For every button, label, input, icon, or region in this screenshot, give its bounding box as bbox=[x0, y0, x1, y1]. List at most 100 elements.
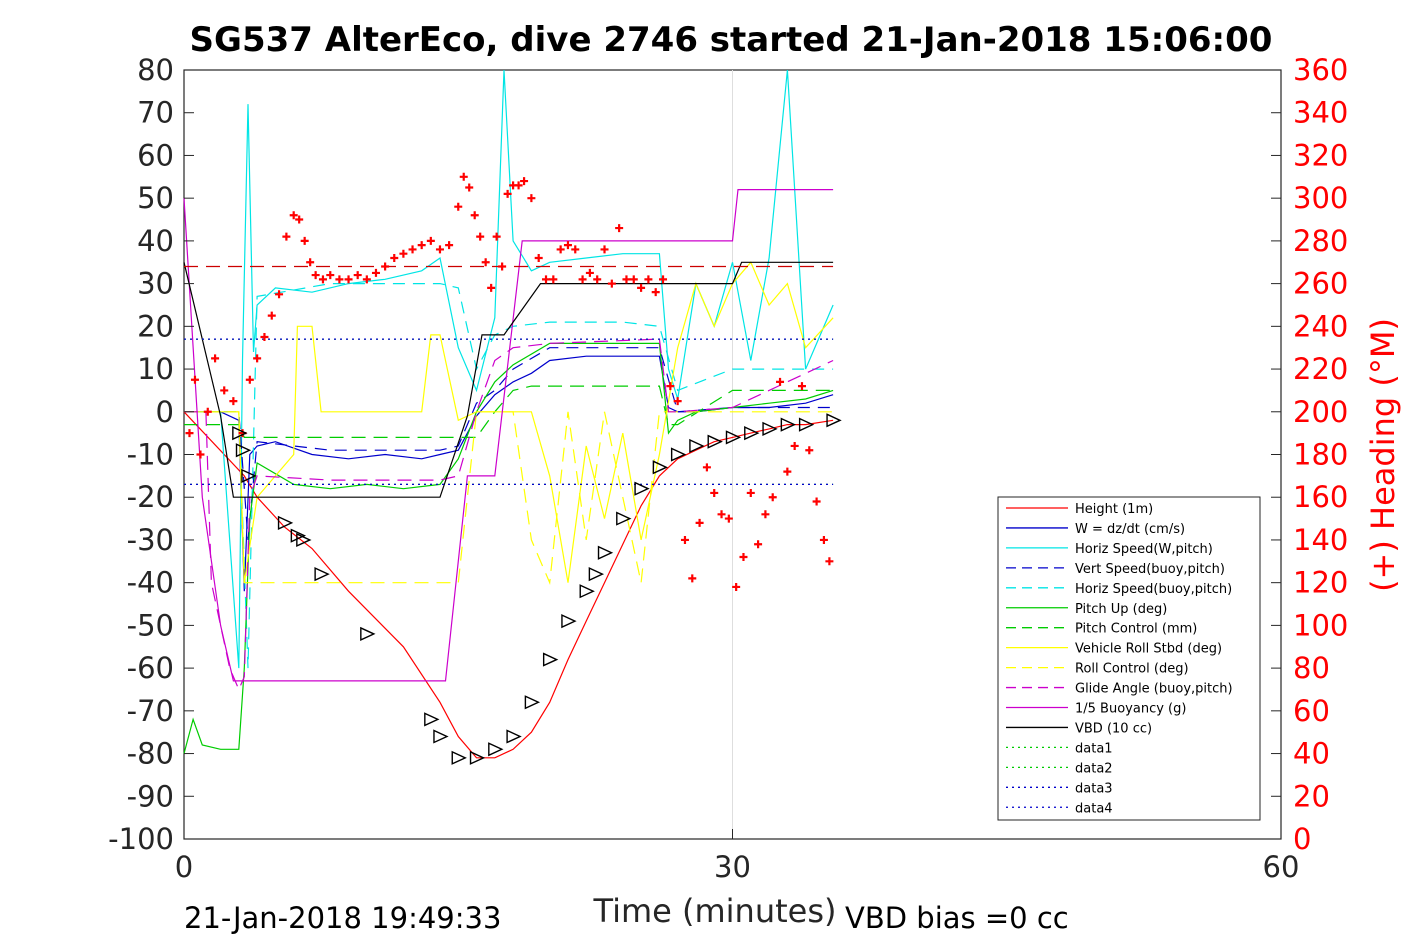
heading-point bbox=[344, 275, 353, 284]
series-line-5 bbox=[183, 342, 834, 754]
heading-point bbox=[335, 275, 344, 284]
heading-point bbox=[724, 514, 733, 523]
depth-marker bbox=[597, 545, 614, 560]
right-tick-label: 160 bbox=[1293, 480, 1348, 514]
heading-point bbox=[435, 245, 444, 254]
heading-point bbox=[556, 245, 565, 254]
legend-label: data4 bbox=[1075, 801, 1113, 816]
heading-point bbox=[481, 258, 490, 267]
left-tick-label: 70 bbox=[137, 96, 174, 130]
depth-marker bbox=[277, 515, 294, 530]
heading-point bbox=[783, 467, 792, 476]
heading-point bbox=[229, 397, 238, 406]
left-tick-label: -100 bbox=[108, 822, 174, 856]
heading-point bbox=[644, 275, 653, 284]
heading-point bbox=[399, 249, 408, 258]
depth-marker bbox=[314, 567, 330, 582]
heading-point bbox=[185, 429, 194, 438]
legend-label: Horiz Speed(buoy,pitch) bbox=[1075, 582, 1232, 597]
heading-point bbox=[600, 245, 609, 254]
legend-label: Glide Angle (buoy,pitch) bbox=[1075, 682, 1233, 697]
left-tick-label: 40 bbox=[137, 224, 174, 258]
right-tick-label: 280 bbox=[1293, 224, 1348, 258]
series-line-9 bbox=[184, 338, 834, 692]
left-tick-label: -90 bbox=[127, 779, 174, 813]
depth-marker bbox=[725, 430, 742, 445]
heading-point bbox=[362, 275, 371, 284]
heading-point bbox=[680, 535, 689, 544]
heading-point bbox=[615, 224, 624, 233]
depth-marker bbox=[707, 434, 723, 449]
heading-point bbox=[476, 232, 485, 241]
heading-point bbox=[695, 518, 704, 527]
heading-point bbox=[797, 382, 806, 391]
heading-point bbox=[746, 488, 755, 497]
x-tick-label: 30 bbox=[714, 850, 751, 884]
legend-label: Vert Speed(buoy,pitch) bbox=[1075, 562, 1225, 577]
heading-point bbox=[563, 241, 572, 250]
heading-point bbox=[520, 177, 529, 186]
left-tick-label: 0 bbox=[156, 395, 174, 429]
x-tick-label: 0 bbox=[175, 850, 193, 884]
heading-point bbox=[825, 557, 834, 566]
right-tick-label: 40 bbox=[1293, 737, 1330, 771]
legend-box bbox=[997, 496, 1261, 821]
depth-marker bbox=[798, 417, 815, 432]
depth-marker bbox=[433, 729, 449, 744]
heading-point bbox=[220, 386, 229, 395]
heading-point bbox=[812, 497, 821, 506]
footer-timestamp: 21-Jan-2018 19:49:33 bbox=[184, 901, 501, 935]
series-line-0 bbox=[183, 411, 834, 759]
depth-marker bbox=[561, 614, 577, 629]
heading-point bbox=[353, 271, 362, 280]
legend: Height (1m) W = dz/dt (cm/s) Horiz Speed(W… bbox=[997, 496, 1261, 821]
heading-points-layer bbox=[185, 172, 834, 591]
depth-marker bbox=[360, 626, 376, 642]
depth-marker bbox=[744, 426, 760, 441]
right-tick-label: 240 bbox=[1293, 309, 1348, 343]
right-axis-label: (+) Heading (°M) bbox=[1364, 318, 1402, 592]
legend-label: Height (1m) bbox=[1075, 502, 1153, 517]
marker-layer bbox=[232, 413, 842, 765]
depth-marker bbox=[652, 460, 669, 475]
heading-point bbox=[593, 275, 602, 284]
heading-point bbox=[739, 553, 748, 562]
heading-point bbox=[426, 236, 435, 245]
heading-point bbox=[445, 241, 454, 250]
chart-title: SG537 AlterEco, dive 2746 started 21-Jan… bbox=[190, 20, 1273, 60]
heading-point bbox=[651, 288, 660, 297]
heading-point bbox=[454, 202, 463, 211]
legend-label: Roll Control (deg) bbox=[1075, 662, 1189, 677]
x-axis-label: Time (minutes) bbox=[593, 892, 837, 930]
left-tick-label: 50 bbox=[137, 181, 174, 215]
heading-point bbox=[326, 271, 335, 280]
heading-point bbox=[549, 275, 558, 284]
left-tick-label: -30 bbox=[127, 523, 174, 557]
depth-marker bbox=[424, 712, 440, 727]
heading-point bbox=[819, 535, 828, 544]
right-tick-label: 180 bbox=[1293, 438, 1348, 472]
series-line-8 bbox=[184, 411, 834, 586]
legend-label: Pitch Up (deg) bbox=[1075, 602, 1167, 617]
left-tick-label: -70 bbox=[127, 694, 174, 728]
depth-marker bbox=[670, 447, 687, 462]
heading-point bbox=[578, 275, 587, 284]
series-layer bbox=[183, 69, 834, 759]
legend-label: Horiz Speed(W,pitch) bbox=[1075, 542, 1213, 557]
depth-marker bbox=[296, 532, 312, 548]
heading-point bbox=[776, 377, 785, 386]
left-tick-label: -60 bbox=[127, 651, 174, 685]
legend-label: W = dz/dt (cm/s) bbox=[1075, 522, 1185, 537]
legend-label: VBD (10 cc) bbox=[1075, 721, 1152, 736]
right-tick-label: 260 bbox=[1293, 267, 1348, 301]
depth-marker bbox=[506, 729, 522, 744]
depth-marker bbox=[235, 443, 252, 458]
heading-point bbox=[688, 574, 697, 583]
heading-point bbox=[275, 290, 284, 299]
heading-point bbox=[542, 275, 551, 284]
heading-point bbox=[710, 488, 719, 497]
heading-point bbox=[289, 211, 298, 220]
heading-point bbox=[203, 407, 212, 416]
depth-marker bbox=[451, 750, 467, 765]
left-tick-label: -80 bbox=[127, 737, 174, 771]
